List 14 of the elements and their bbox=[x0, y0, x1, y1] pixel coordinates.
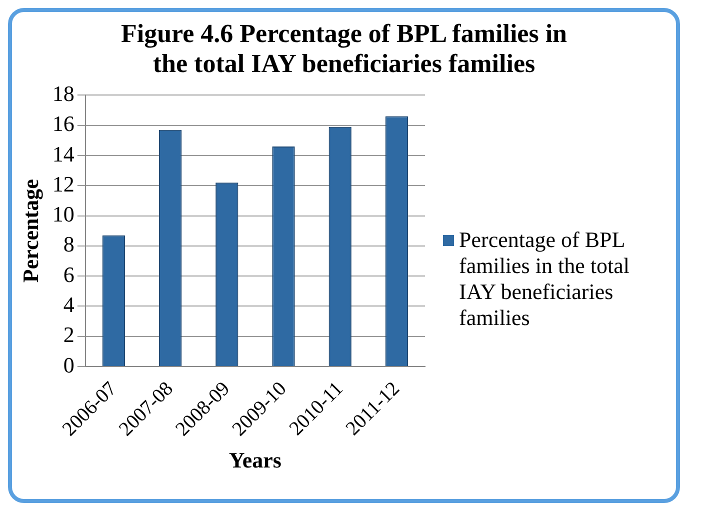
y-tick-label: 8 bbox=[63, 232, 74, 257]
y-tick-label: 0 bbox=[63, 352, 74, 378]
y-tick-label: 4 bbox=[63, 292, 74, 317]
y-tick-label: 12 bbox=[52, 171, 74, 196]
y-tick-label: 2 bbox=[63, 322, 74, 348]
y-tick-label: 14 bbox=[52, 141, 74, 166]
y-tick-label: 6 bbox=[63, 262, 74, 287]
x-axis-title: Years bbox=[228, 447, 282, 472]
y-tick-label: 16 bbox=[52, 111, 74, 136]
chart-title: Figure 4.6 Percentage of BPL families in the total IAY beneficiaries families bbox=[120, 19, 568, 79]
legend-label: Percentage of BPL families in the total IAY beneficiaries families bbox=[459, 227, 630, 331]
y-axis-title: Percentage bbox=[18, 178, 43, 283]
y-tick-label: 10 bbox=[52, 202, 74, 227]
y-tick-label: 18 bbox=[52, 80, 74, 106]
